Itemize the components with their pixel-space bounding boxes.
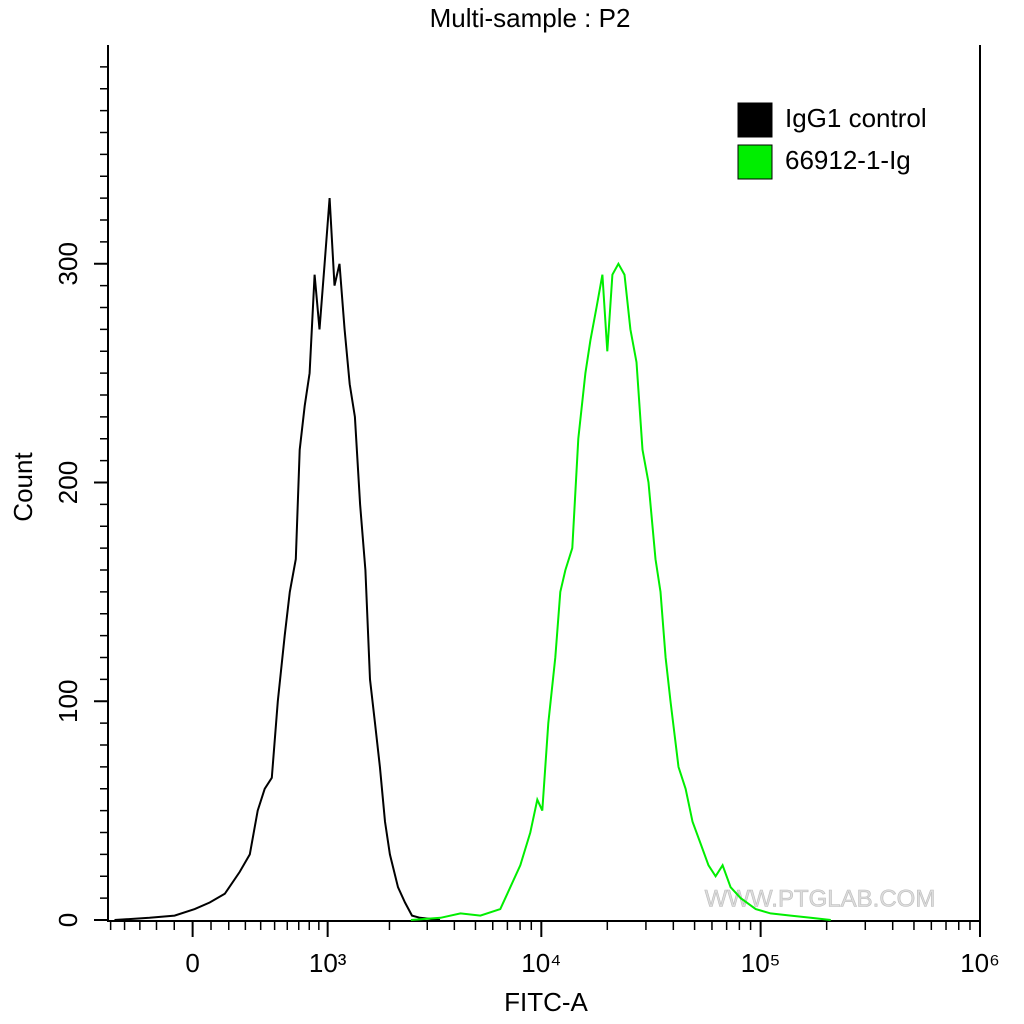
legend-swatch xyxy=(737,102,773,138)
y-tick-label: 200 xyxy=(53,461,83,504)
y-tick-label: 0 xyxy=(53,913,83,927)
x-tick-label: 10⁶ xyxy=(960,948,1000,978)
legend-swatch xyxy=(737,144,773,180)
watermark: WWW.PTGLAB.COM xyxy=(705,885,936,912)
y-axis-label: Count xyxy=(8,452,38,522)
chart-title: Multi-sample : P2 xyxy=(430,3,631,33)
y-tick-label: 100 xyxy=(53,680,83,723)
x-tick-label: 10⁴ xyxy=(521,948,561,978)
legend-label: 66912-1-Ig xyxy=(785,145,911,175)
y-tick-label: 300 xyxy=(53,242,83,285)
histogram-line xyxy=(114,198,441,921)
legend-label: IgG1 control xyxy=(785,103,927,133)
x-tick-label: 10³ xyxy=(309,948,347,978)
x-axis-label: FITC-A xyxy=(504,987,588,1017)
x-tick-label: 10⁵ xyxy=(741,948,781,978)
x-tick-label: 0 xyxy=(185,948,199,978)
histogram-line xyxy=(410,261,831,921)
